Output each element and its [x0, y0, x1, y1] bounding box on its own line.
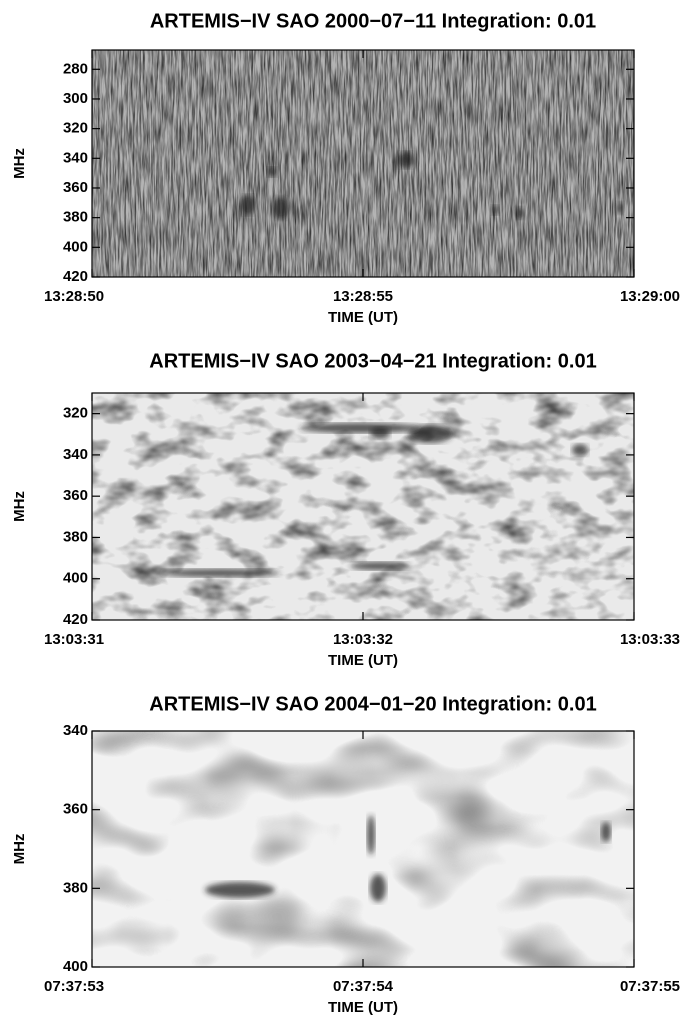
- y-tick-label: 420: [63, 268, 88, 285]
- burst: [240, 195, 256, 215]
- burst: [370, 874, 386, 902]
- burst: [601, 822, 611, 842]
- y-axis-label: MHz: [11, 148, 28, 179]
- y-axis-label: MHz: [11, 491, 28, 522]
- y-tick-label: 380: [63, 879, 88, 896]
- x-tick-label: 13:03:32: [333, 631, 393, 648]
- image-texture: [92, 731, 634, 967]
- y-tick-label: 360: [63, 179, 88, 196]
- y-axis-label: MHz: [11, 834, 28, 865]
- x-tick-label: 07:37:55: [620, 978, 680, 995]
- x-tick-label: 07:37:54: [333, 978, 394, 995]
- burst: [367, 815, 375, 855]
- x-axis-label: TIME (UT): [328, 652, 398, 669]
- y-tick-label: 360: [63, 487, 88, 504]
- burst: [491, 205, 499, 215]
- y-tick-label: 420: [63, 611, 88, 628]
- burst: [408, 425, 452, 443]
- x-tick-label: 13:03:31: [44, 631, 104, 648]
- y-tick-label: 400: [63, 570, 88, 587]
- y-tick-label: 380: [63, 528, 88, 545]
- burst: [160, 569, 280, 577]
- chart-title: ARTEMIS−IV SAO 2004−01−20 Integration: 0…: [149, 693, 596, 715]
- spectrogram-image: [92, 50, 634, 277]
- burst: [397, 152, 415, 168]
- burst: [267, 167, 277, 177]
- y-tick-label: 340: [63, 149, 88, 166]
- burst: [205, 882, 275, 898]
- y-tick-label: 400: [63, 238, 88, 255]
- x-axis-label: TIME (UT): [328, 309, 398, 326]
- y-tick-label: 280: [63, 60, 88, 77]
- x-tick-label: 13:03:33: [620, 631, 680, 648]
- y-tick-label: 360: [63, 801, 88, 818]
- x-tick-label: 13:29:00: [620, 288, 680, 305]
- y-tick-label: 300: [63, 90, 88, 107]
- image-texture: [92, 50, 634, 277]
- burst: [272, 197, 290, 219]
- y-tick-label: 320: [63, 405, 88, 422]
- spectrogram-image: [92, 393, 634, 620]
- burst: [515, 207, 525, 219]
- chart-title: ARTEMIS−IV SAO 2003−04−21 Integration: 0…: [149, 350, 596, 372]
- y-tick-label: 340: [63, 722, 88, 739]
- y-tick-label: 400: [63, 958, 88, 975]
- y-tick-label: 320: [63, 120, 88, 137]
- y-tick-label: 380: [63, 209, 88, 226]
- x-tick-label: 07:37:53: [44, 978, 104, 995]
- x-tick-label: 13:28:55: [333, 288, 393, 305]
- burst: [616, 202, 624, 214]
- x-axis-label: TIME (UT): [328, 999, 398, 1016]
- x-tick-label: 13:28:50: [44, 288, 104, 305]
- chart-title: ARTEMIS−IV SAO 2000−07−11 Integration: 0…: [150, 10, 596, 32]
- burst: [300, 423, 420, 433]
- burst: [350, 562, 410, 570]
- spectrogram-image: [92, 731, 634, 967]
- burst: [572, 444, 588, 456]
- y-tick-label: 340: [63, 446, 88, 463]
